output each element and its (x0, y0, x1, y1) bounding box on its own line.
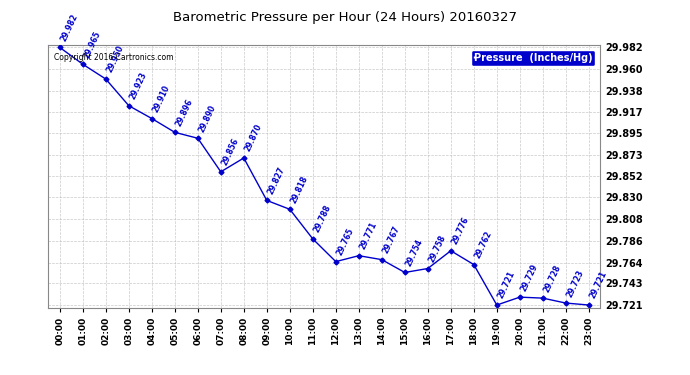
Text: 29.923: 29.923 (128, 71, 148, 101)
Text: Barometric Pressure per Hour (24 Hours) 20160327: Barometric Pressure per Hour (24 Hours) … (173, 11, 517, 24)
Text: 29.771: 29.771 (358, 220, 379, 251)
Text: 29.767: 29.767 (381, 225, 402, 255)
Text: 29.950: 29.950 (105, 44, 126, 74)
Text: 29.910: 29.910 (151, 84, 172, 114)
Text: 29.827: 29.827 (266, 165, 286, 196)
Text: 29.965: 29.965 (82, 30, 102, 60)
Text: Copyright 2016 Cartronics.com: Copyright 2016 Cartronics.com (54, 53, 173, 62)
Text: 29.765: 29.765 (335, 227, 355, 257)
Legend: Pressure  (Inches/Hg): Pressure (Inches/Hg) (471, 50, 595, 66)
Text: 29.890: 29.890 (197, 103, 217, 134)
Text: 29.818: 29.818 (289, 174, 310, 205)
Text: 29.856: 29.856 (220, 137, 241, 167)
Text: 29.721: 29.721 (588, 270, 609, 300)
Text: 29.788: 29.788 (312, 204, 333, 234)
Text: 29.721: 29.721 (496, 270, 517, 300)
Text: 29.896: 29.896 (174, 97, 195, 128)
Text: 29.758: 29.758 (427, 234, 448, 264)
Text: 29.728: 29.728 (542, 263, 562, 293)
Text: 29.754: 29.754 (404, 237, 424, 268)
Text: 29.776: 29.776 (450, 216, 471, 246)
Text: 29.982: 29.982 (59, 12, 79, 43)
Text: 29.723: 29.723 (565, 268, 586, 298)
Text: 29.729: 29.729 (519, 262, 540, 292)
Text: 29.870: 29.870 (243, 123, 264, 153)
Text: 29.762: 29.762 (473, 230, 493, 260)
